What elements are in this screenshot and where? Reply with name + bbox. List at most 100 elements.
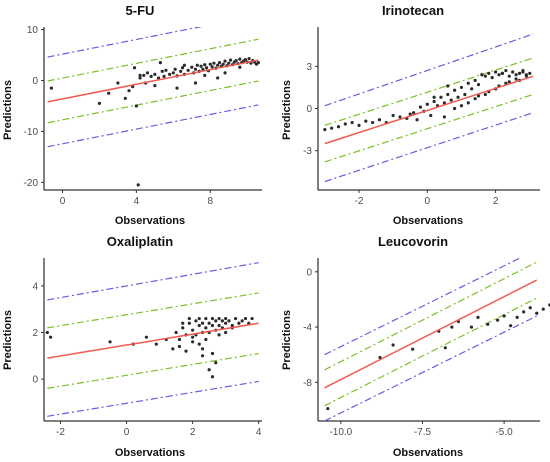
data-point <box>227 61 231 65</box>
outer-band-line <box>324 315 538 421</box>
data-point <box>207 368 211 372</box>
fit-line <box>324 279 538 389</box>
data-point <box>173 67 177 71</box>
y-tick-label: -3 <box>303 146 312 157</box>
data-point <box>507 80 511 84</box>
data-point <box>238 65 242 69</box>
outer-band-line <box>324 112 534 183</box>
data-point <box>330 126 334 130</box>
data-point <box>443 346 447 350</box>
data-point <box>429 113 433 118</box>
data-point <box>197 342 201 346</box>
outer-band-line <box>47 262 259 301</box>
data-point <box>181 321 185 325</box>
data-point <box>411 347 415 351</box>
data-point <box>446 92 450 97</box>
data-point <box>97 101 102 106</box>
data-point <box>495 318 500 322</box>
data-point <box>217 323 221 328</box>
data-point <box>502 314 506 318</box>
data-point <box>442 115 446 119</box>
data-point <box>432 95 436 99</box>
data-point <box>181 326 185 330</box>
y-tick-label: -4 <box>303 323 312 334</box>
data-point <box>408 112 412 116</box>
data-point <box>357 123 361 127</box>
panel-leucovorin: Leucovorin Observations Predictions -10.… <box>281 234 550 459</box>
data-point <box>470 87 474 91</box>
data-point <box>156 76 161 80</box>
panel-title: 5-FU <box>126 3 155 18</box>
data-point <box>398 115 402 119</box>
data-point <box>49 86 53 90</box>
data-point <box>153 83 157 88</box>
x-axis-label: Observations <box>393 215 463 227</box>
data-point <box>174 330 178 335</box>
data-point <box>466 101 470 105</box>
data-point <box>223 59 227 63</box>
data-point <box>256 61 260 65</box>
data-point <box>210 323 215 328</box>
data-point <box>197 323 201 328</box>
data-point <box>193 67 198 71</box>
data-point <box>177 344 182 349</box>
data-point <box>180 66 185 70</box>
y-tick-label: -8 <box>303 378 312 389</box>
inner-band-line <box>324 57 534 126</box>
data-point <box>343 122 347 126</box>
data-point <box>216 63 220 67</box>
data-point <box>449 98 453 102</box>
data-point <box>486 322 490 326</box>
data-point <box>123 96 127 100</box>
inner-band-line <box>47 292 259 329</box>
panel-5fu: 5-FU Observations Predictions 0 4 8 -20 -10 0… <box>2 3 262 227</box>
data-point <box>224 321 228 325</box>
data-point <box>223 71 227 75</box>
data-point <box>425 102 429 106</box>
y-tick-label: -20 <box>24 178 39 189</box>
outer-band-line <box>324 33 534 107</box>
data-point <box>450 325 454 329</box>
outer-band-line <box>324 258 522 356</box>
outer-band-line <box>47 104 259 148</box>
data-point <box>459 104 464 108</box>
data-point <box>214 319 218 323</box>
data-point <box>243 58 247 62</box>
y-axis-label: Predictions <box>2 80 14 140</box>
data-point <box>204 337 208 342</box>
data-point <box>200 347 205 351</box>
data-point <box>153 72 157 76</box>
data-point <box>200 354 205 358</box>
data-point <box>204 316 208 321</box>
data-point <box>212 61 216 65</box>
data-point <box>243 316 248 321</box>
y-tick-label: 3 <box>306 62 312 73</box>
data-point <box>487 71 491 75</box>
data-point <box>250 316 254 321</box>
data-point <box>528 306 532 310</box>
data-point <box>535 311 539 315</box>
data-point <box>476 83 481 87</box>
data-point <box>237 321 241 325</box>
inner-band-line <box>47 352 259 389</box>
data-point <box>528 71 532 75</box>
outer-band-line <box>47 380 259 417</box>
data-point <box>511 70 515 74</box>
data-point <box>412 111 416 115</box>
data-point <box>45 330 49 335</box>
data-point <box>191 328 195 332</box>
inner-band-line <box>47 80 259 124</box>
y-tick-label: -10 <box>24 127 39 138</box>
y-axis-label: Predictions <box>281 80 293 140</box>
panel-title: Irinotecan <box>382 3 444 18</box>
data-point <box>446 84 450 88</box>
data-point <box>154 342 158 346</box>
panel-oxaliplatin: Oxaliplatin Observations Predictions -2 0… <box>2 234 262 459</box>
data-point <box>184 349 188 353</box>
data-point <box>203 63 207 67</box>
data-point <box>182 63 187 67</box>
data-point <box>116 81 120 85</box>
data-point <box>521 70 525 74</box>
x-tick-label: 4 <box>256 427 262 438</box>
